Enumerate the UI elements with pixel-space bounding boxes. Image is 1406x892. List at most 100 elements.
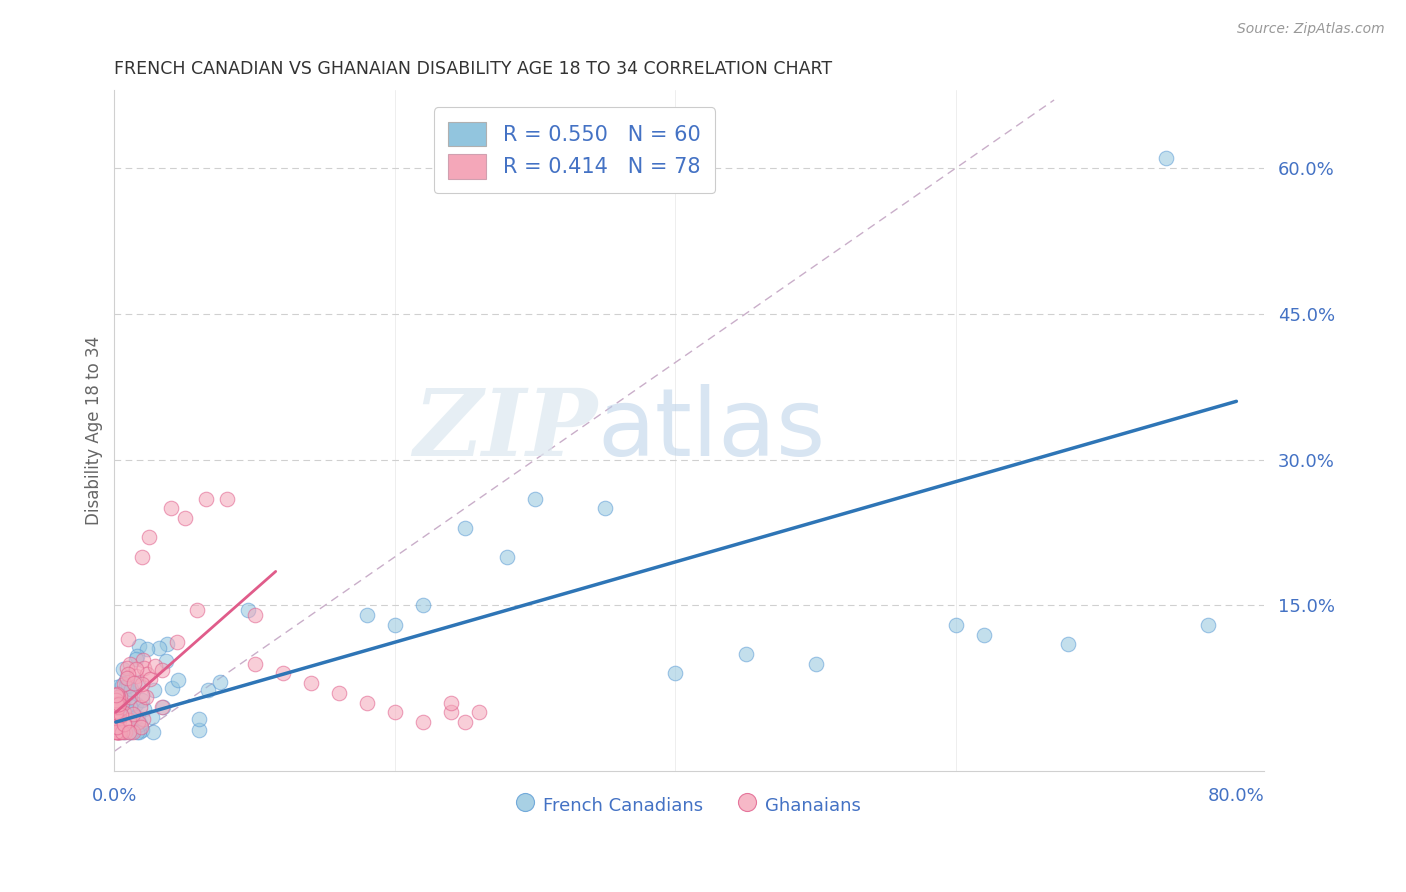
Point [973,627,995,641]
Point [271,666,294,681]
Point [143,659,166,673]
Point [299,676,322,690]
Point [124,675,146,690]
Point [115,661,138,675]
Point [115,671,138,685]
Point [238,603,260,617]
Point [120,724,142,739]
Point [384,618,406,632]
Point [112,716,135,731]
Point [152,700,174,714]
Point [125,662,148,676]
Point [108,724,131,739]
Point [159,501,181,516]
Point [108,697,131,711]
Point [125,724,148,739]
Point [107,724,129,739]
Y-axis label: Disability Age 18 to 34: Disability Age 18 to 34 [86,336,103,525]
Point [110,708,132,723]
Point [120,657,142,671]
Point [524,491,547,506]
Point [155,654,177,668]
Point [186,603,208,617]
Point [111,696,134,710]
Point [104,724,127,739]
Point [131,688,153,702]
Point [111,662,134,676]
Point [124,697,146,711]
Point [1057,637,1080,651]
Point [120,682,142,697]
Point [136,667,159,681]
Point [105,718,128,732]
Point [593,501,616,516]
Point [156,637,179,651]
Point [328,686,350,700]
Point [131,693,153,707]
Point [107,690,129,704]
Point [454,715,477,730]
Point [125,669,148,683]
Point [112,724,135,739]
Point [131,723,153,737]
Point [129,700,152,714]
Point [138,672,160,686]
Point [105,696,128,710]
Point [104,724,127,739]
Point [945,618,967,632]
Point [150,700,173,714]
Point [118,724,141,739]
Point [128,724,150,739]
Point [107,700,129,714]
Point [412,599,434,613]
Point [104,719,127,733]
Point [107,724,129,739]
Point [118,713,141,727]
Point [104,688,127,702]
Point [468,706,491,720]
Point [108,689,131,703]
Point [118,699,141,714]
Point [215,491,238,506]
Point [440,706,463,720]
Point [194,491,217,506]
Point [108,714,131,728]
Point [131,549,153,564]
Point [141,710,163,724]
Point [112,715,135,730]
Point [187,712,209,726]
Point [384,706,406,720]
Text: atlas: atlas [598,384,825,476]
Point [120,706,142,720]
Point [129,717,152,731]
Point [131,676,153,690]
Point [114,690,136,705]
Point [1154,151,1177,165]
Point [734,647,756,661]
Point [129,720,152,734]
Point [356,696,378,710]
Point [124,709,146,723]
Point [117,679,139,693]
Point [160,681,183,695]
Point [243,657,266,671]
Point [111,678,134,692]
Point [105,724,128,739]
Point [135,690,157,705]
Point [138,530,160,544]
Point [107,687,129,701]
Point [131,652,153,666]
Point [356,608,378,623]
Point [121,707,143,722]
Point [117,666,139,681]
Point [104,709,127,723]
Point [173,511,195,525]
Point [167,673,190,688]
Text: ZIP: ZIP [413,385,598,475]
Point [197,682,219,697]
Point [143,683,166,698]
Point [132,661,155,675]
Point [148,640,170,655]
Point [128,639,150,653]
Point [120,685,142,699]
